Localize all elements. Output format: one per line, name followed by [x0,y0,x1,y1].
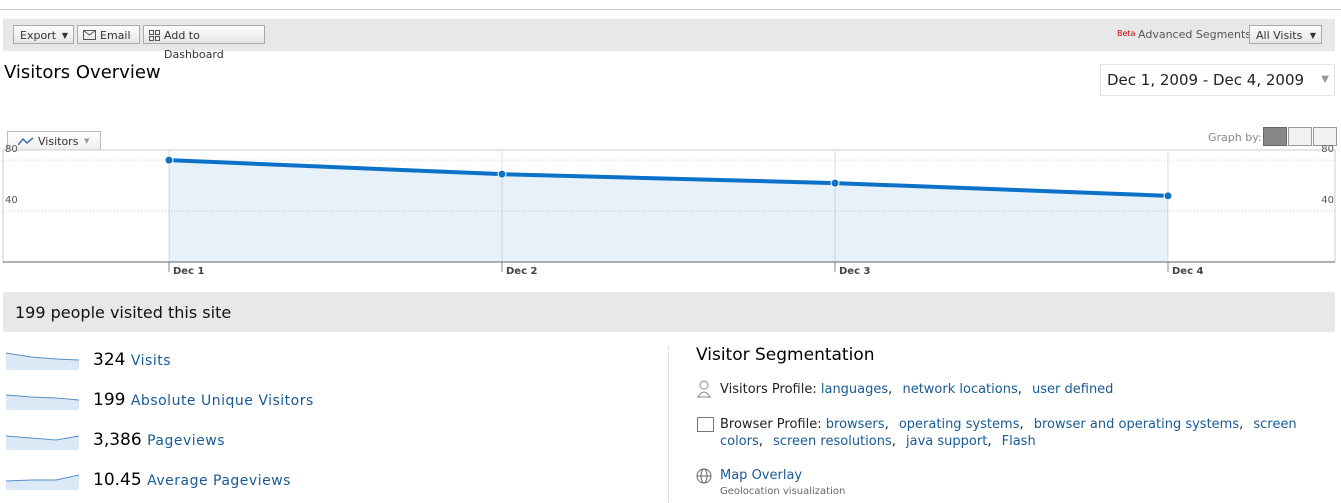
date-picker[interactable]: Dec 1, 2009 - Dec 4, 2009 ▼ [1100,64,1335,96]
spark-line [6,352,80,361]
spark-line [6,394,80,401]
separator: , [987,434,992,449]
point [830,178,840,188]
metric-row: 324 Visits [6,350,406,380]
segment-select[interactable]: All Visits ▼ [1249,25,1322,44]
metric-value: 3,386 [93,430,142,450]
browser-profile: Browser Profile: browsers, operating sys… [720,416,1330,450]
y2-tick-label: 80 [1321,144,1334,155]
chart: 40 40 80 80 Dec 1 Dec 2 Dec 3 Dec 4 [2,144,1336,277]
metric-line: 324 Visits [93,350,171,370]
metric-link[interactable]: Visits [130,353,171,369]
email-button[interactable]: Email [77,25,140,44]
visitors-profile: Visitors Profile: languages, network loc… [720,381,1330,398]
separator: , [888,382,893,397]
profile-label: Visitors Profile: [720,382,817,397]
spark-area [6,353,79,370]
profile-link[interactable]: operating systems [898,417,1020,432]
label: Email [100,29,131,42]
separator: , [1017,382,1022,397]
segmentation-title: Visitor Segmentation [696,345,875,365]
area [169,160,1168,262]
dashboard-button[interactable]: Add to Dashboard [143,25,265,61]
profile-label: Browser Profile: [720,417,822,432]
graph-by-week[interactable] [1288,127,1312,146]
profile-link[interactable]: browser and operating systems [1033,417,1240,432]
metric-link[interactable]: Pageviews [147,433,226,449]
profile-link[interactable]: Flash [1001,434,1036,449]
profile-link[interactable]: languages [820,382,889,397]
profile-link[interactable]: java support [906,434,988,449]
beta-badge: Beta [1117,29,1136,38]
sparkline [6,352,80,370]
metric-row: 10.45 Average Pageviews [6,470,406,500]
metric-line: 3,386 Pageviews [93,430,225,450]
plot-frame [2,149,1336,263]
browser-icon [697,417,714,432]
graph-by-label: Graph by: [1208,131,1262,144]
metric-line: 10.45 Average Pageviews [93,470,291,490]
point [497,169,507,179]
spark-line [6,474,80,482]
spark-line [6,435,80,441]
date-range: Dec 1, 2009 - Dec 4, 2009 [1107,71,1305,89]
separator: , [1239,417,1244,432]
sparkline [6,435,80,450]
metric-value: 199 [93,390,126,410]
profile-link[interactable]: user defined [1032,382,1114,397]
line [168,158,1169,198]
label: Export [20,29,57,42]
map-overlay-description: Geolocation visualization [720,486,846,497]
summary-bar: 199 people visited this site [3,292,1335,332]
label: Add to Dashboard [164,29,224,61]
x-tick-label: Dec 4 [1172,266,1203,277]
segments-label: Advanced Segments [1138,28,1252,41]
metric-value: 10.45 [93,470,142,490]
summary-text: 199 people visited this site [15,303,232,322]
label: All Visits [1256,29,1303,42]
metric-link[interactable]: Average Pageviews [147,473,291,489]
graph-by-month[interactable] [1313,127,1337,146]
page-title: Visitors Overview [4,62,161,83]
point [164,155,174,165]
metric-row: 3,386 Pageviews [6,430,406,460]
metric-line: 199 Absolute Unique Visitors [93,390,314,410]
metric-value: 324 [93,350,126,370]
y2-tick-label: 40 [1321,195,1334,206]
map-overlay-link[interactable]: Map Overlay [720,468,803,483]
spark-area [6,475,79,490]
x-tick-label: Dec 3 [839,266,870,277]
profile-link[interactable]: screen resolutions [773,434,892,449]
sparkline [6,474,80,490]
graph-by-day[interactable] [1263,127,1287,146]
divider [668,346,670,503]
top-strip [0,0,1341,10]
profile-link[interactable]: browsers [825,417,885,432]
separator: , [891,434,896,449]
x-tick-label: Dec 2 [506,266,537,277]
profile-link[interactable]: screen colors [720,417,1297,449]
y-tick-label: 40 [5,195,18,206]
profile-link[interactable]: network locations [902,382,1018,397]
x-tick-label: Dec 1 [173,266,204,277]
metric-row: 199 Absolute Unique Visitors [6,390,406,420]
metric-link[interactable]: Absolute Unique Visitors [130,393,314,409]
metric-name: Visitors [38,135,79,148]
point [1163,191,1173,201]
metric-tab[interactable]: Visitors ▼ [7,131,101,151]
export-button[interactable]: Export ▼ [13,25,74,44]
separator: , [884,417,889,432]
separator: , [1019,417,1024,432]
sparkline [6,394,80,410]
separator: , [758,434,763,449]
y-tick-label: 80 [5,144,18,155]
